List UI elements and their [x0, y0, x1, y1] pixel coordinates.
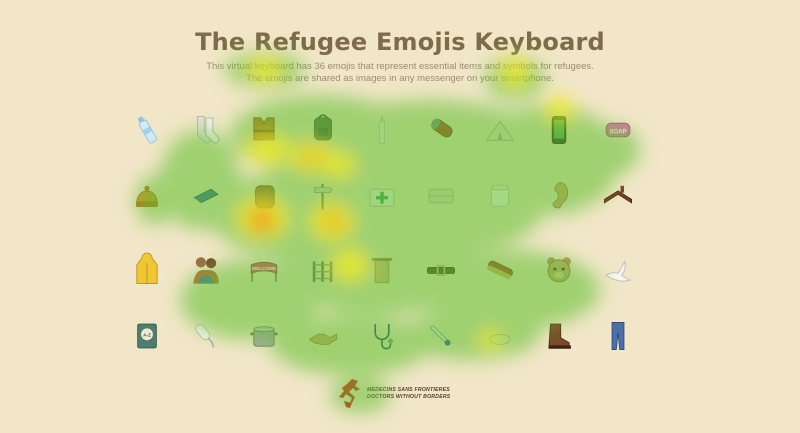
- emoji-first-aid-kit[interactable]: [362, 176, 402, 216]
- sausage-icon: [487, 260, 513, 280]
- emoji-roof[interactable]: [598, 176, 638, 216]
- soap-label: SOAP: [610, 129, 627, 135]
- toilet-paper-icon: [491, 184, 509, 207]
- page-title: The Refugee Emojis Keyboard: [195, 28, 605, 56]
- emoji-jeans[interactable]: [598, 316, 638, 356]
- candle-icon: [379, 115, 385, 145]
- emoji-cooking-pot[interactable]: [244, 316, 284, 356]
- thermometer-icon: [430, 325, 451, 346]
- welcome-banner-label: WELCOME: [252, 266, 276, 271]
- towel-icon: [371, 258, 393, 284]
- msf-logo: MEDECINS SANS FRONTIERES DOCTORS WITHOUT…: [338, 377, 458, 411]
- emoji-towel[interactable]: [362, 250, 402, 290]
- signpost-icon: [314, 184, 333, 210]
- ear-icon: [552, 181, 569, 209]
- msf-logo-text: MEDECINS SANS FRONTIERES DOCTORS WITHOUT…: [367, 387, 463, 401]
- dove-icon: [605, 260, 631, 282]
- emoji-soap[interactable]: SOAP: [598, 110, 638, 150]
- emoji-sleeping-bag[interactable]: [421, 108, 461, 148]
- wool-hat-icon: [135, 185, 159, 208]
- emoji-dove[interactable]: [598, 250, 638, 290]
- emoji-toilet-paper[interactable]: [480, 176, 520, 216]
- intro-line-1: This virtual keyboard has 36 emojis that…: [206, 61, 594, 72]
- life-jacket-icon: [253, 117, 275, 141]
- emoji-raincoat[interactable]: [127, 250, 167, 290]
- emoji-stethoscope[interactable]: [362, 316, 402, 356]
- emoji-socks[interactable]: [186, 110, 226, 150]
- roof-icon: [603, 185, 633, 204]
- stethoscope-icon: [374, 324, 394, 350]
- emoji-thermometer[interactable]: [421, 316, 461, 356]
- raincoat-icon: [136, 252, 158, 285]
- emoji-book[interactable]: [186, 176, 226, 216]
- shaking-hands-icon: [308, 333, 338, 345]
- first-aid-kit-icon: [369, 188, 395, 207]
- emoji-tent[interactable]: [480, 110, 520, 150]
- mobile-phone-icon: [551, 115, 567, 145]
- intro-line-2: The emojis are shared as images in any m…: [246, 73, 554, 84]
- emoji-medicine-bowl[interactable]: [480, 316, 520, 356]
- emoji-life-jacket[interactable]: [244, 108, 284, 148]
- tampon-icon: [195, 324, 215, 348]
- soap-icon: SOAP: [605, 122, 631, 138]
- medicine-bowl-icon: [489, 333, 511, 345]
- boot-icon: [548, 323, 571, 349]
- emoji-welcome-banner[interactable]: WELCOME: [244, 250, 284, 290]
- dictionary-label: A-Z: [143, 332, 151, 337]
- emoji-shaking-hands[interactable]: [303, 316, 343, 356]
- water-bottle-icon: [137, 116, 157, 144]
- emoji-backpack[interactable]: [303, 108, 343, 148]
- sleeping-bag-icon: [431, 118, 453, 138]
- emoji-teddy-bear[interactable]: [539, 250, 579, 290]
- cooking-pot-icon: [250, 326, 278, 347]
- socks-icon: [197, 115, 220, 144]
- msf-runner-icon: [339, 379, 360, 408]
- belt-icon: [426, 264, 456, 276]
- backpack-icon: [314, 114, 332, 141]
- blanket-icon: [428, 188, 454, 204]
- emoji-signpost[interactable]: [303, 176, 343, 216]
- emoji-sausage[interactable]: [480, 250, 520, 290]
- book-icon: [193, 188, 219, 206]
- family-hug-icon: [193, 257, 219, 284]
- emoji-dictionary[interactable]: A-Z: [127, 316, 167, 356]
- bread-icon: [255, 185, 275, 209]
- emoji-belt[interactable]: [421, 250, 461, 290]
- emoji-candle[interactable]: [362, 110, 402, 150]
- tent-icon: [485, 120, 515, 141]
- msf-name-french: MEDECINS SANS FRONTIERES: [367, 387, 450, 393]
- msf-name-english: DOCTORS WITHOUT BORDERS: [367, 394, 451, 400]
- welcome-banner-icon: WELCOME: [250, 261, 278, 282]
- jeans-icon: [611, 321, 625, 351]
- emoji-tampon[interactable]: [186, 316, 226, 356]
- emoji-bread[interactable]: [244, 176, 284, 216]
- emoji-ear[interactable]: [539, 176, 579, 216]
- emoji-mobile-phone[interactable]: [539, 110, 579, 150]
- emoji-wool-hat[interactable]: [127, 176, 167, 216]
- emoji-water-bottle[interactable]: [127, 110, 167, 150]
- intro-text: This virtual keyboard has 36 emojis that…: [150, 61, 650, 85]
- emoji-fence[interactable]: [303, 250, 343, 290]
- emoji-boot[interactable]: [539, 316, 579, 356]
- emoji-blanket[interactable]: [421, 176, 461, 216]
- teddy-bear-icon: [547, 257, 571, 283]
- fence-icon: [312, 261, 333, 282]
- dictionary-icon: A-Z: [137, 323, 157, 349]
- emoji-family-hug[interactable]: [186, 250, 226, 290]
